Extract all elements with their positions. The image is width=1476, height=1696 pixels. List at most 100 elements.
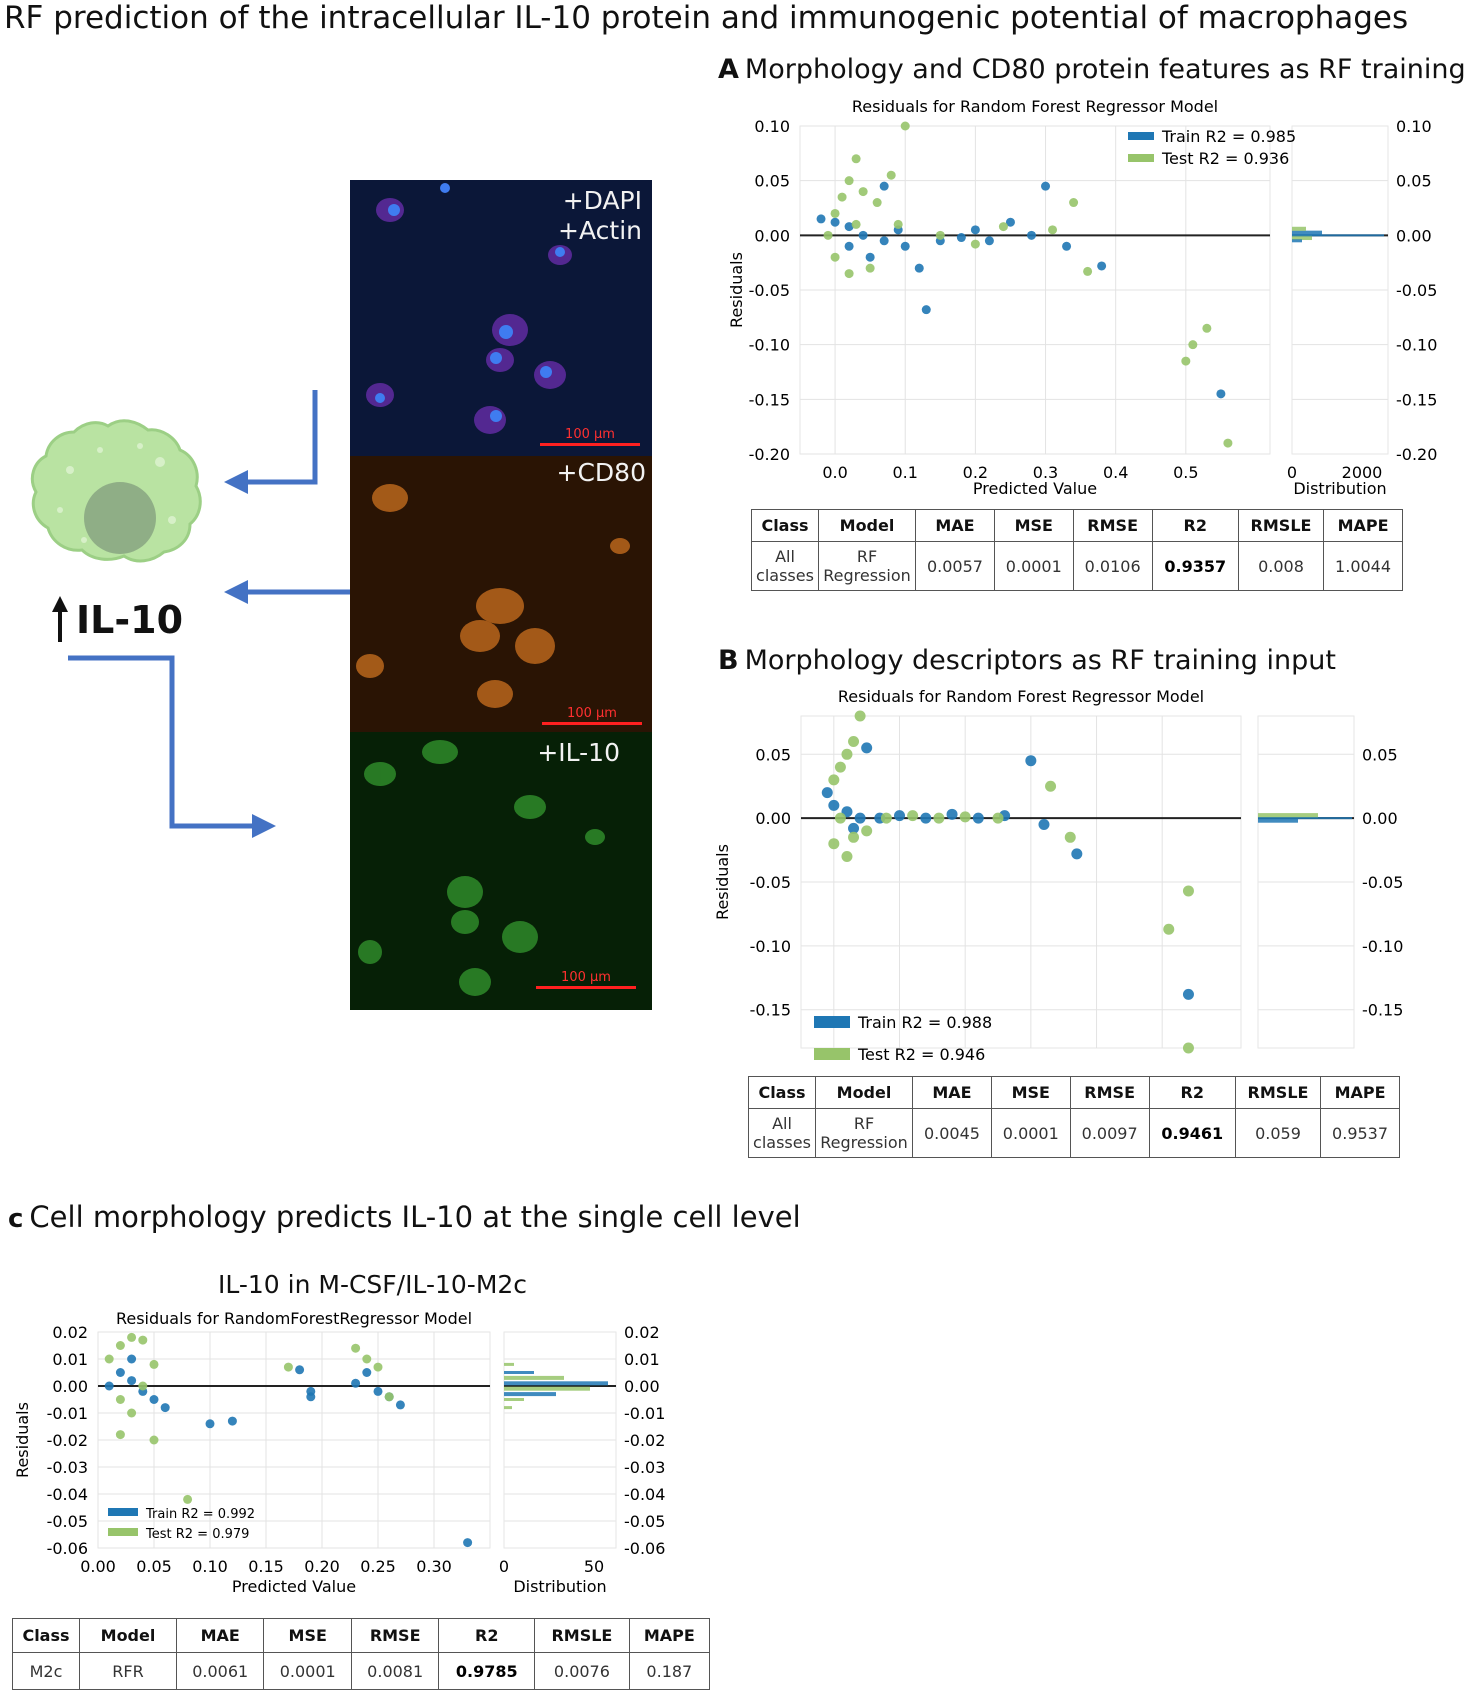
data-point (837, 192, 847, 202)
data-point (865, 252, 875, 262)
data-point (138, 1381, 148, 1391)
figure-title: RF prediction of the intracellular IL-10… (4, 0, 1409, 36)
table-header-cell: RMSE (1072, 509, 1153, 542)
series-train (821, 742, 1194, 1000)
y-tick-label: 0.05 (755, 745, 791, 764)
y-tick-label-right: 0.10 (1396, 117, 1432, 136)
table-cell: 1.0044 (1323, 541, 1403, 591)
panel-a-title-text: Morphology and CD80 protein features as … (744, 54, 1476, 85)
scale-bar: 100 µm (542, 706, 642, 725)
y-tick-label: 0.02 (52, 1323, 88, 1342)
hist-bar (504, 1362, 514, 1366)
hist-bar (504, 1392, 556, 1397)
hist-area (1257, 715, 1355, 1049)
data-point (959, 811, 971, 823)
table-cell: 0.0097 (1069, 1108, 1150, 1158)
legend: Train R2 = 0.992 Test R2 = 0.979 (108, 1507, 255, 1542)
table-row: M2c RFR 0.0061 0.0001 0.0081 0.9785 0.0076 0.18… (12, 1652, 711, 1690)
y-tick-label-right: -0.04 (624, 1485, 665, 1504)
hist-bar (504, 1406, 512, 1410)
legend-label: Train R2 = 0.988 (857, 1013, 992, 1032)
y-tick-label: -0.06 (47, 1539, 88, 1558)
data-point (834, 812, 846, 824)
data-point (935, 230, 945, 240)
data-point (879, 236, 889, 246)
il10-label: IL-10 (76, 598, 184, 642)
data-point (127, 1354, 137, 1364)
table-cell: 0.008 (1237, 541, 1325, 591)
x-tick-label: 0.30 (416, 1557, 452, 1576)
x-tick-label: 0.15 (248, 1557, 284, 1576)
table-cell: 0.0061 (175, 1652, 265, 1690)
table-header-cell: RMSLE (1234, 1076, 1322, 1109)
y-tick-label: 0.05 (754, 172, 790, 191)
panel-a-title: A Morphology and CD80 protein features as… (718, 54, 1476, 85)
hist-bar (1258, 818, 1298, 823)
table-cell: RFR (79, 1652, 177, 1690)
data-point (127, 1408, 137, 1418)
table-cell: 0.0001 (263, 1652, 352, 1690)
legend-label: Test R2 = 0.936 (1161, 149, 1289, 168)
table-cell: 0.0081 (350, 1652, 440, 1690)
hist-area (1291, 125, 1389, 455)
y-tick-label-right: -0.15 (1362, 1001, 1403, 1020)
hist-tick-label: 0 (1287, 463, 1297, 482)
y-tick-label: -0.02 (47, 1431, 88, 1450)
y-tick-label-right: -0.10 (1396, 336, 1437, 355)
data-point (1041, 181, 1051, 191)
data-point (921, 305, 931, 315)
data-point (848, 822, 860, 834)
data-point (956, 233, 966, 243)
x-tick-label: 0.0 (822, 463, 847, 482)
x-tick-label: 0.05 (136, 1557, 172, 1576)
data-point (1005, 217, 1015, 227)
y-tick-label-right: -0.10 (1362, 937, 1403, 956)
data-point (1188, 340, 1198, 350)
legend: Train R2 = 0.985 Test R2 = 0.936 (1128, 127, 1296, 168)
data-point (920, 812, 932, 824)
y-tick-label-right: 0.01 (624, 1350, 660, 1369)
data-point (1223, 438, 1233, 448)
y-tick-label: -0.05 (749, 281, 790, 300)
x-tick-label: 0.25 (360, 1557, 396, 1576)
data-point (149, 1435, 159, 1445)
data-point (463, 1538, 473, 1548)
data-point (1062, 241, 1072, 251)
data-point (227, 1416, 237, 1426)
data-point (115, 1430, 125, 1440)
table-cell: 0.0106 (1072, 541, 1153, 591)
data-point (848, 831, 860, 843)
data-point (104, 1381, 114, 1391)
metrics-table-a: Class Model MAE MSE RMSE R2 RMSLE MAPE All class… (751, 509, 1403, 591)
micrograph-dapi-actin: +DAPI +Actin 100 µm (350, 180, 652, 456)
data-point (998, 222, 1008, 232)
y-tick-label-right: -0.05 (1362, 873, 1403, 892)
data-point (880, 812, 892, 824)
data-point (844, 176, 854, 186)
hist-axis-label: Distribution (1293, 479, 1386, 498)
panel-c-letter: c (8, 1204, 24, 1234)
data-point (1045, 780, 1057, 792)
data-point (970, 239, 980, 249)
data-point (1038, 819, 1050, 831)
table-header-cell: Model (818, 509, 916, 542)
data-point (1025, 755, 1037, 767)
legend-swatch (1128, 132, 1154, 140)
hist-tick-label: 2000 (1342, 463, 1383, 482)
data-point (851, 219, 861, 229)
hist-bar (1292, 234, 1384, 237)
y-tick-label: -0.10 (750, 937, 791, 956)
data-point (861, 825, 873, 837)
table-cell: All classes (751, 541, 819, 591)
scale-bar: 100 µm (536, 970, 636, 989)
data-point (127, 1332, 137, 1342)
table-header-cell: RMSLE (534, 1617, 630, 1654)
table-cell: 0.9357 (1151, 541, 1239, 591)
data-point (1182, 988, 1194, 1000)
table-header-cell: R2 (1151, 509, 1239, 542)
data-point (900, 241, 910, 251)
series-train (816, 181, 1226, 399)
metrics-table-b: Class Model MAE MSE RMSE R2 RMSLE MAPE All class… (748, 1076, 1400, 1158)
y-tick-label: -0.01 (47, 1404, 88, 1423)
table-header-row: Class Model MAE MSE RMSE R2 RMSLE MAPE (12, 1617, 711, 1654)
